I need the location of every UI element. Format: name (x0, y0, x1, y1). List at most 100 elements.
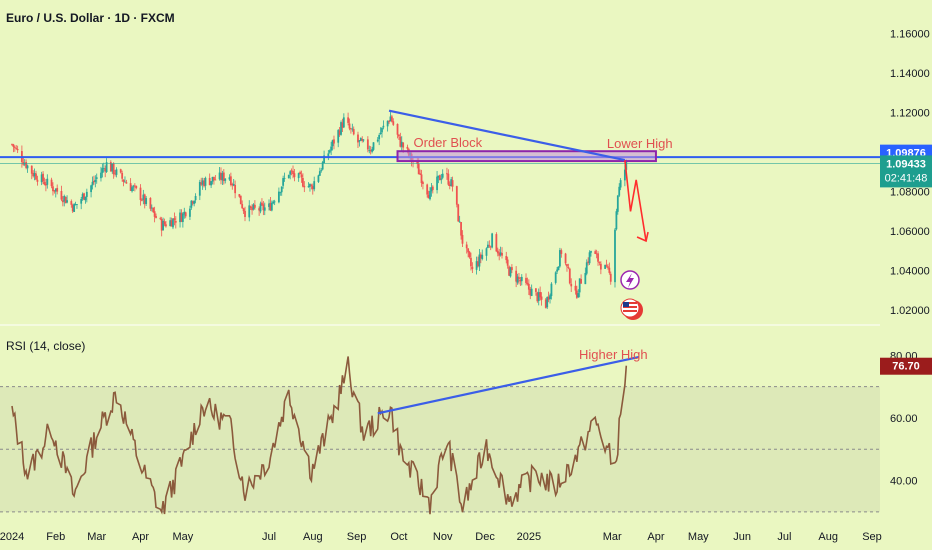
candle-body (270, 202, 273, 211)
candle-body (84, 196, 87, 201)
rsi-title: RSI (14, close) (6, 339, 85, 353)
candle-body (368, 150, 371, 151)
candle-body (213, 176, 215, 180)
candle-body (481, 254, 484, 259)
candle-body (299, 172, 301, 175)
candle-body (426, 184, 429, 195)
rsi-tick-label: 40.00 (890, 476, 918, 488)
candle-body (530, 288, 533, 296)
order-block-zone[interactable] (396, 150, 657, 163)
us-flag-icon[interactable] (620, 298, 643, 320)
price-tick-label: 1.02000 (890, 305, 930, 317)
candle-body (210, 181, 213, 186)
candle-body (112, 163, 115, 175)
candle-body (604, 264, 607, 269)
candle-body (485, 248, 488, 256)
forecast-arrow[interactable] (624, 160, 647, 242)
candle-body (124, 181, 126, 183)
candle-body (159, 218, 162, 220)
candle-body (135, 185, 138, 189)
candle-body (282, 178, 285, 186)
candle-body (12, 144, 15, 147)
candle-body (169, 220, 172, 226)
candle-body (619, 180, 622, 188)
candle-body (173, 218, 176, 221)
candle-body (279, 192, 282, 194)
candle-body (341, 122, 344, 128)
candle-body (73, 204, 76, 212)
rsi-trendline[interactable] (377, 355, 640, 415)
candle-body (81, 194, 84, 199)
time-tick-label: Nov (433, 531, 453, 543)
candle-body (550, 283, 553, 297)
candle-body (292, 170, 294, 175)
candle-body (431, 186, 434, 190)
candle-body (90, 185, 92, 193)
candle-body (155, 216, 157, 218)
candle-body (193, 200, 196, 204)
candle-body (440, 178, 443, 180)
candle-body (52, 186, 54, 192)
candle-body (568, 268, 571, 284)
candle-body (263, 207, 266, 211)
candle-body (300, 174, 303, 178)
candle-body (283, 177, 286, 179)
candle-body (15, 148, 18, 149)
candle-body (437, 175, 440, 178)
candle-body (43, 182, 46, 185)
candle-body (584, 272, 587, 285)
price-axis[interactable]: 1.160001.140001.120001.100001.080001.060… (890, 29, 930, 317)
candle-body (389, 116, 392, 122)
candle-body (297, 173, 300, 179)
candle-body (599, 263, 602, 270)
price-trendline[interactable] (388, 109, 626, 162)
candle-body (181, 213, 184, 222)
candle-body (527, 283, 530, 290)
candle-body (577, 293, 580, 298)
candle-body (478, 254, 481, 267)
candle-body (172, 218, 174, 228)
candle-body (201, 180, 204, 185)
candle-body (36, 179, 39, 182)
candle-body (369, 150, 372, 152)
candle-body (272, 201, 275, 204)
candle-body (498, 252, 501, 256)
candle-body (499, 252, 502, 256)
candle-body (536, 292, 539, 302)
candle-body (46, 178, 49, 185)
candle-body (518, 277, 520, 279)
candle-body (114, 173, 116, 175)
candle-body (388, 121, 390, 123)
candle-body (184, 212, 187, 217)
candle-body (598, 262, 601, 263)
candle-body (501, 252, 503, 256)
candle-body (160, 218, 163, 231)
time-tick-label: Feb (46, 531, 65, 543)
candle-body (361, 138, 364, 141)
candle-body (241, 204, 244, 209)
time-axis[interactable]: 2024 Feb Mar Apr May Jul Aug Sep Oct Nov Dec 2025 Ma… (0, 531, 882, 543)
candle-body (208, 177, 211, 185)
candle-body (139, 187, 142, 200)
candle-body (609, 273, 612, 282)
candle-body (115, 169, 118, 175)
lightning-icon[interactable] (620, 270, 640, 290)
candle-body (25, 162, 28, 168)
candle-body (508, 266, 510, 276)
rsi-value-label: 76.70 (880, 357, 932, 375)
candle-body (242, 208, 245, 212)
candle-body (441, 173, 444, 178)
candle-body (430, 187, 433, 192)
candle-body (321, 162, 324, 170)
candle-body (253, 204, 256, 208)
forecast-arrow-head (636, 231, 649, 243)
candle-body (163, 221, 166, 225)
price-tick-label: 1.12000 (890, 108, 930, 120)
candle-body (398, 134, 400, 137)
candle-body (566, 264, 568, 267)
candle-body (607, 266, 609, 268)
candle-body (269, 202, 272, 211)
candle-body (608, 267, 611, 273)
candle-body (392, 121, 395, 125)
candle-body (100, 172, 102, 179)
